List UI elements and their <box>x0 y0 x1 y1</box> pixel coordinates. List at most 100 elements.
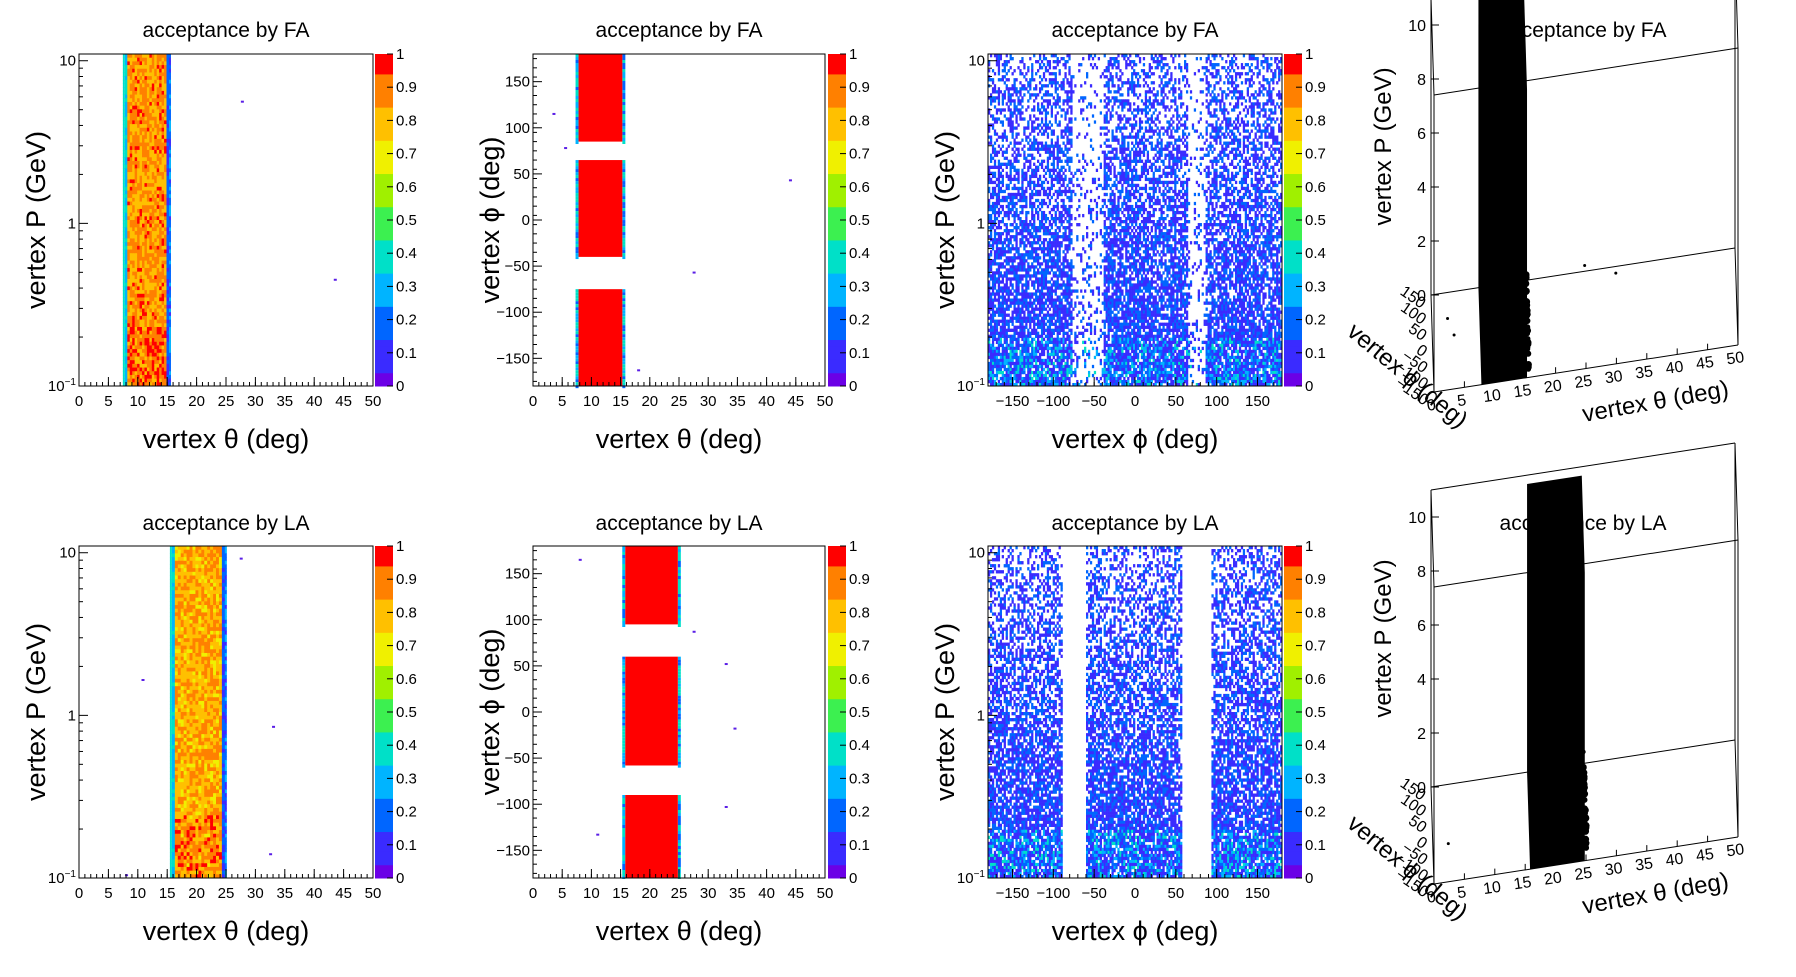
heatmap-cell <box>159 294 162 298</box>
heatmap-cell <box>144 368 147 372</box>
heatmap-cell <box>147 275 150 279</box>
heatmap-cell <box>164 231 167 235</box>
heatmap-cell <box>1237 117 1239 120</box>
heatmap-cell <box>1247 151 1249 154</box>
heatmap-cell <box>1258 93 1260 96</box>
heatmap-cell <box>144 54 147 58</box>
heatmap-cell <box>1211 114 1213 117</box>
band-edge-cell <box>123 98 125 102</box>
heatmap-cell <box>1272 169 1274 172</box>
heatmap-cell <box>144 323 147 327</box>
heatmap-cell <box>1164 108 1166 111</box>
heatmap-cell <box>996 166 998 169</box>
heatmap-cell <box>1258 87 1260 90</box>
heatmap-cell <box>1180 69 1182 72</box>
heatmap-cell <box>144 309 147 313</box>
heatmap-cell <box>1119 102 1121 105</box>
band-edge-cell <box>576 301 579 304</box>
heatmap-cell <box>1139 148 1141 151</box>
band-edge-cell <box>622 337 625 340</box>
heatmap-cell <box>1119 151 1121 154</box>
heatmap-cell <box>1213 175 1215 178</box>
stray-point <box>334 279 337 281</box>
heatmap-cell <box>125 338 128 342</box>
heatmap-cell <box>130 261 133 265</box>
heatmap-cell <box>1268 169 1270 172</box>
heatmap-cell <box>1215 114 1217 117</box>
heatmap-cell <box>1255 90 1257 93</box>
heatmap-cell <box>132 95 135 99</box>
heatmap-cell <box>1276 139 1278 142</box>
heatmap-cell <box>142 194 145 198</box>
heatmap-cell <box>1135 135 1137 138</box>
heatmap-cell <box>1141 120 1143 123</box>
heatmap-cell <box>1127 154 1129 157</box>
heatmap-cell <box>147 106 150 110</box>
heatmap-cell <box>1215 126 1217 129</box>
heatmap-cell <box>1215 99 1217 102</box>
band-edge-cell <box>123 72 125 76</box>
heatmap-cell <box>162 224 165 228</box>
heatmap-cell <box>1111 63 1113 66</box>
heatmap-cell <box>1106 181 1108 184</box>
heatmap-cell <box>1243 120 1245 123</box>
heatmap-cell <box>1257 72 1259 75</box>
heatmap-cell <box>1184 151 1186 154</box>
heatmap-cell <box>1031 72 1033 75</box>
heatmap-cell <box>167 253 170 257</box>
heatmap-cell <box>1241 157 1243 160</box>
heatmap-cell <box>1247 172 1249 175</box>
band-edge-cell <box>576 322 579 325</box>
heatmap-cell <box>1047 151 1049 154</box>
heatmap-cell <box>1013 178 1015 181</box>
heatmap-cell <box>1223 90 1225 93</box>
heatmap-cell <box>167 190 170 194</box>
heatmap-cell <box>162 205 165 209</box>
heatmap-cell <box>1166 96 1168 99</box>
heatmap-cell <box>1213 108 1215 111</box>
heatmap-cell <box>1106 172 1108 175</box>
heatmap-cell <box>1272 135 1274 138</box>
heatmap-cell <box>149 102 152 106</box>
band-edge-cell <box>576 78 579 81</box>
heatmap-cell <box>164 95 167 99</box>
color-bar-segment <box>375 266 393 273</box>
heatmap-cell <box>1033 145 1035 148</box>
heatmap-cell <box>998 108 1000 111</box>
heatmap-cell <box>142 187 145 191</box>
heatmap-cell <box>1104 69 1106 72</box>
heatmap-cell <box>1015 105 1017 108</box>
heatmap-cell <box>130 165 133 169</box>
heatmap-cell <box>164 209 167 213</box>
heatmap-cell <box>1143 166 1145 169</box>
color-bar-segment <box>375 154 393 161</box>
heatmap-cell <box>152 371 155 375</box>
heatmap-cell <box>1272 139 1274 142</box>
heatmap-cell <box>157 54 160 58</box>
heatmap-cell <box>1153 99 1155 102</box>
heatmap-cell <box>1151 66 1153 69</box>
heatmap-cell <box>1104 105 1106 108</box>
heatmap-cell <box>1031 154 1033 157</box>
heatmap-cell <box>1213 139 1215 142</box>
heatmap-cell <box>144 316 147 320</box>
heatmap-cell <box>1110 114 1112 117</box>
band-edge-cell <box>622 117 625 120</box>
heatmap-cell <box>994 172 996 175</box>
heatmap-cell <box>1010 163 1012 166</box>
heatmap-cell <box>1266 81 1268 84</box>
heatmap-cell <box>127 87 130 91</box>
heatmap-cell <box>1027 81 1029 84</box>
heatmap-cell <box>1155 123 1157 126</box>
heatmap-cell <box>130 84 133 88</box>
heatmap-cell <box>1217 132 1219 135</box>
heatmap-cell <box>1251 148 1253 151</box>
heatmap-cell <box>1159 84 1161 87</box>
heatmap-cell <box>1184 111 1186 114</box>
band-edge-cell <box>622 111 625 114</box>
heatmap-cell <box>135 131 138 135</box>
heatmap-cell <box>125 139 128 143</box>
heatmap-cell <box>137 238 140 242</box>
heatmap-cell <box>144 168 147 172</box>
heatmap-cell <box>1066 60 1068 63</box>
